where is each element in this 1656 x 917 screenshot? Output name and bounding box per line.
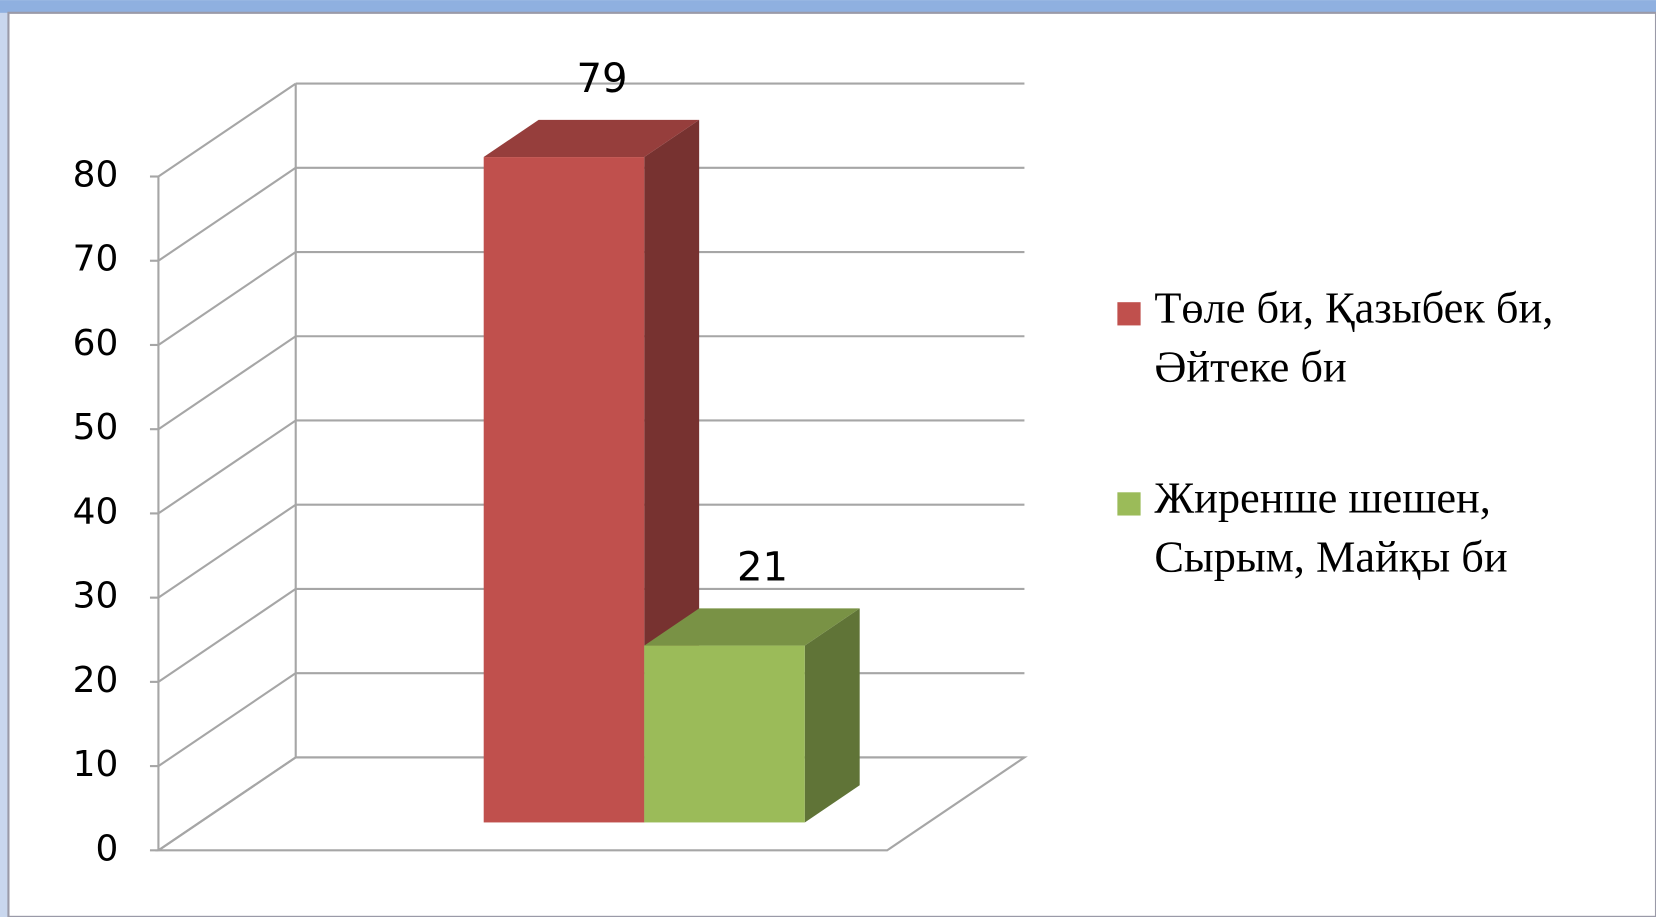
y-tick-label: 40 <box>73 491 119 532</box>
grid-line <box>157 82 297 178</box>
legend-entry: Жиренше шешен, Сырым, Майқы би <box>1154 474 1508 583</box>
grid-line <box>157 166 297 262</box>
y-tick-label: 70 <box>73 239 119 280</box>
grid-line <box>157 251 297 346</box>
y-tick-label: 30 <box>73 576 119 617</box>
bar-top <box>483 119 700 158</box>
legend-swatch <box>1117 302 1141 326</box>
legend-label: Төле би, Қазыбек би, Әйтеке би <box>1154 284 1554 392</box>
legend-swatch <box>1117 492 1141 516</box>
grid-line <box>157 672 297 767</box>
grid-line <box>157 756 297 852</box>
bar <box>644 608 860 823</box>
bar <box>483 119 700 823</box>
grid-line <box>157 588 297 683</box>
bar-top <box>644 608 860 646</box>
y-tick-label: 20 <box>73 660 119 701</box>
grid-line <box>157 503 297 599</box>
legend-label: Жиренше шешен, Сырым, Майқы би <box>1154 474 1508 583</box>
legend-entry: Төле би, Қазыбек би, Әйтеке би <box>1154 284 1554 392</box>
data-label: 21 <box>737 544 788 590</box>
bar-side <box>804 608 860 823</box>
y-tick-label: 60 <box>73 323 119 364</box>
y-tick-label: 50 <box>73 407 119 448</box>
grid-line <box>157 419 297 515</box>
bar-front <box>483 157 645 823</box>
bar-front <box>644 645 805 823</box>
grid-line <box>157 335 297 431</box>
data-label: 79 <box>576 56 627 102</box>
y-tick-label: 80 <box>73 155 119 196</box>
y-tick-label: 0 <box>95 828 118 869</box>
top-band <box>0 0 1656 13</box>
y-tick-label: 10 <box>73 744 119 785</box>
